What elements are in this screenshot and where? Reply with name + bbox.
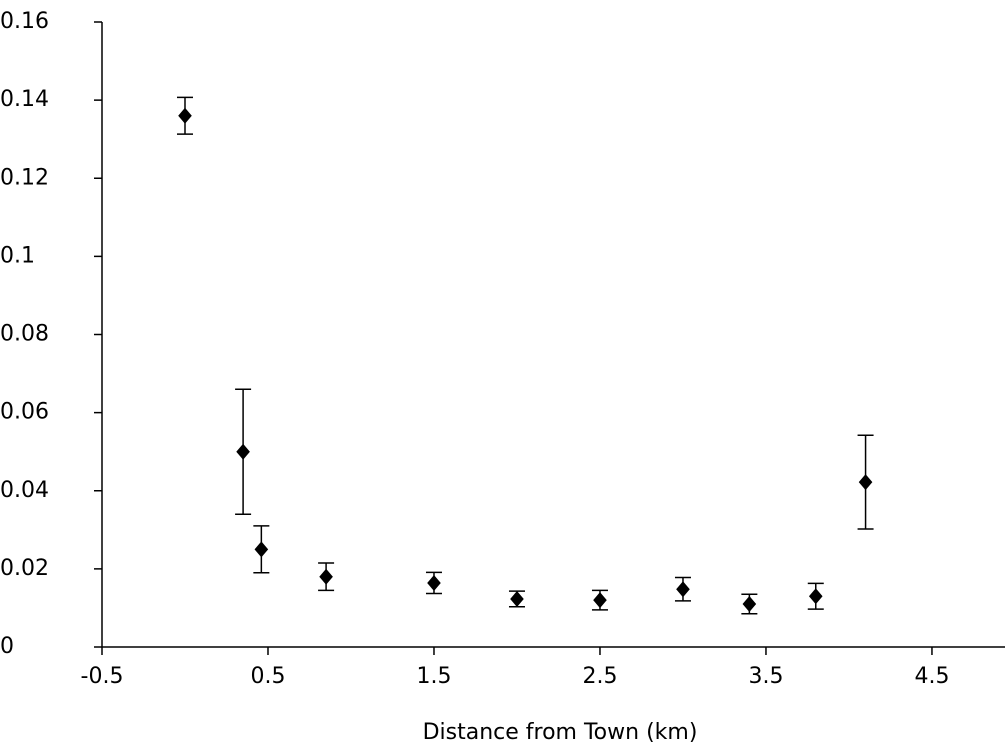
x-tick-label: 2.5 bbox=[582, 664, 617, 689]
point bbox=[593, 592, 607, 609]
y-tick-label: 0.16 bbox=[0, 9, 49, 34]
x-tick-label: 4.5 bbox=[914, 664, 949, 689]
y-tick-label: 0.04 bbox=[0, 478, 49, 503]
y-tick-label: 0.06 bbox=[0, 400, 49, 425]
point bbox=[742, 596, 757, 613]
y-tick-label: 0.14 bbox=[0, 87, 49, 112]
point bbox=[178, 107, 192, 124]
y-tick-label: 0.02 bbox=[0, 556, 49, 581]
point bbox=[808, 588, 823, 605]
y-tick-label: 0.08 bbox=[0, 322, 49, 347]
y-tick-label: 0.1 bbox=[0, 243, 35, 268]
point bbox=[319, 568, 333, 585]
x-tick-label: 0.5 bbox=[250, 664, 285, 689]
point bbox=[254, 541, 269, 558]
x-tick-label: 1.5 bbox=[416, 664, 451, 689]
x-tick-label: -0.5 bbox=[81, 664, 124, 689]
y-tick-label: 0.12 bbox=[0, 165, 49, 190]
y-tick-label: 0 bbox=[0, 634, 14, 659]
point bbox=[510, 590, 524, 607]
x-axis-label: Distance from Town (km) bbox=[423, 720, 698, 745]
point bbox=[236, 443, 250, 460]
point bbox=[427, 574, 441, 591]
point bbox=[676, 581, 690, 598]
point bbox=[858, 474, 873, 491]
x-tick-label: 3.5 bbox=[748, 664, 783, 689]
